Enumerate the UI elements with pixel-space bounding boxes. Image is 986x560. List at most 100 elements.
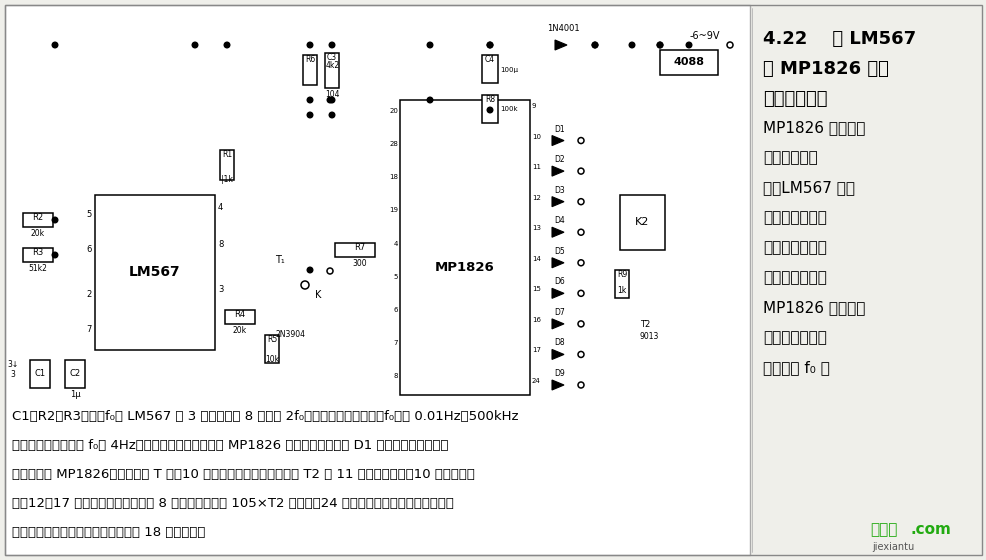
Bar <box>619 195 665 250</box>
Text: R3: R3 <box>33 248 43 257</box>
Text: 100μ: 100μ <box>500 67 518 73</box>
Text: T₁: T₁ <box>275 255 285 265</box>
Text: 15: 15 <box>531 286 540 292</box>
Bar <box>399 100 529 395</box>
Text: D7: D7 <box>554 308 565 317</box>
Circle shape <box>427 97 433 103</box>
Circle shape <box>52 217 58 223</box>
Text: 及 MP1826 构成: 及 MP1826 构成 <box>762 60 888 78</box>
Text: 4088: 4088 <box>672 57 704 67</box>
Text: 51k2: 51k2 <box>29 264 47 273</box>
Text: 6: 6 <box>393 307 397 312</box>
Text: 11: 11 <box>531 164 540 170</box>
Text: R6: R6 <box>305 55 315 64</box>
Text: 12: 12 <box>531 195 540 200</box>
Bar <box>23 248 53 262</box>
Text: 13: 13 <box>531 225 540 231</box>
Polygon shape <box>551 136 563 146</box>
Text: 19: 19 <box>388 207 397 213</box>
Text: 1μ: 1μ <box>70 390 80 399</box>
Text: R8: R8 <box>484 95 495 104</box>
Text: |1k: |1k <box>221 175 233 184</box>
Text: 300: 300 <box>352 259 367 268</box>
Bar <box>65 360 85 388</box>
Text: 7: 7 <box>393 340 397 346</box>
Text: R4: R4 <box>235 310 246 319</box>
Bar <box>614 270 628 298</box>
Text: C1、R2、R3决定。f₀由 LM567 的 3 脚输出，其 8 脚输出 2f₀。改变电路时间常数，f₀可在 0.01Hz～500kHz: C1、R2、R3决定。f₀由 LM567 的 3 脚输出，其 8 脚输出 2f₀… <box>12 410 518 423</box>
Bar <box>23 213 53 227</box>
Polygon shape <box>551 319 563 329</box>
Circle shape <box>685 42 691 48</box>
Polygon shape <box>551 380 563 390</box>
Text: T2: T2 <box>639 320 650 329</box>
Bar <box>324 53 338 88</box>
Text: 20k: 20k <box>31 229 45 238</box>
Circle shape <box>657 42 663 48</box>
Text: 3↓
3: 3↓ 3 <box>7 360 19 380</box>
Text: D9: D9 <box>554 369 565 378</box>
Text: D2: D2 <box>554 155 565 164</box>
Text: 10k: 10k <box>264 355 279 364</box>
Circle shape <box>327 97 332 103</box>
Text: 20k: 20k <box>233 326 246 335</box>
Text: R1: R1 <box>222 150 232 159</box>
Text: 2N3904: 2N3904 <box>275 330 305 339</box>
Bar <box>5 5 749 555</box>
Text: 2: 2 <box>87 290 92 299</box>
Bar <box>95 195 215 350</box>
Circle shape <box>307 267 313 273</box>
Polygon shape <box>551 349 563 360</box>
Circle shape <box>487 107 492 113</box>
Text: 率解调电路，本: 率解调电路，本 <box>762 210 826 225</box>
Circle shape <box>307 42 313 48</box>
Text: 104: 104 <box>324 90 339 99</box>
Circle shape <box>307 97 313 103</box>
Text: 1k: 1k <box>617 286 626 295</box>
Bar <box>303 55 317 85</box>
Text: 8: 8 <box>393 373 397 379</box>
Text: C2: C2 <box>69 370 81 379</box>
Text: 100k: 100k <box>500 106 517 112</box>
Text: 10: 10 <box>531 133 540 139</box>
Circle shape <box>592 42 598 48</box>
Circle shape <box>657 42 663 48</box>
Polygon shape <box>551 166 563 176</box>
Polygon shape <box>554 40 566 50</box>
Polygon shape <box>551 258 563 268</box>
Text: 中心频率 f₀ 由: 中心频率 f₀ 由 <box>762 360 829 375</box>
Circle shape <box>329 112 334 118</box>
Text: 频振荡器，产生: 频振荡器，产生 <box>762 270 826 285</box>
Text: MP1826 在电路中: MP1826 在电路中 <box>762 120 865 135</box>
Text: 5: 5 <box>393 274 397 279</box>
Bar <box>225 310 254 324</box>
Bar <box>220 150 234 180</box>
Text: 17: 17 <box>531 347 540 353</box>
Text: MP1826 所需的低: MP1826 所需的低 <box>762 300 865 315</box>
Circle shape <box>52 252 58 258</box>
Bar <box>481 55 498 83</box>
Text: K2: K2 <box>634 217 649 227</box>
Text: LM567: LM567 <box>129 265 180 279</box>
Circle shape <box>307 112 313 118</box>
Text: 4.22    用 LM567: 4.22 用 LM567 <box>762 30 915 48</box>
Bar <box>334 243 375 257</box>
Text: R9: R9 <box>616 270 626 279</box>
Text: C1: C1 <box>35 370 45 379</box>
Circle shape <box>487 42 492 48</box>
Circle shape <box>329 42 334 48</box>
Polygon shape <box>551 227 563 237</box>
Text: C3: C3 <box>326 53 337 62</box>
Text: K: K <box>315 290 320 300</box>
Text: 6: 6 <box>87 245 92 254</box>
Text: C4: C4 <box>484 55 495 64</box>
Text: 频脉冲。其振荡: 频脉冲。其振荡 <box>762 330 826 345</box>
Text: 的精密定时器: 的精密定时器 <box>762 90 826 108</box>
Circle shape <box>592 42 598 48</box>
Text: 9: 9 <box>531 103 536 109</box>
Circle shape <box>487 42 492 48</box>
Text: 频脉冲输入 MP1826，经过时间 T 后，10 脚变为高电平，再经过时间 T2 后 11 脚变为高电平，10 脚变为低电: 频脉冲输入 MP1826，经过时间 T 后，10 脚变为高电平，再经过时间 T2… <box>12 468 474 481</box>
Text: 9013: 9013 <box>639 332 659 341</box>
Text: R7: R7 <box>354 243 365 252</box>
Circle shape <box>427 42 433 48</box>
